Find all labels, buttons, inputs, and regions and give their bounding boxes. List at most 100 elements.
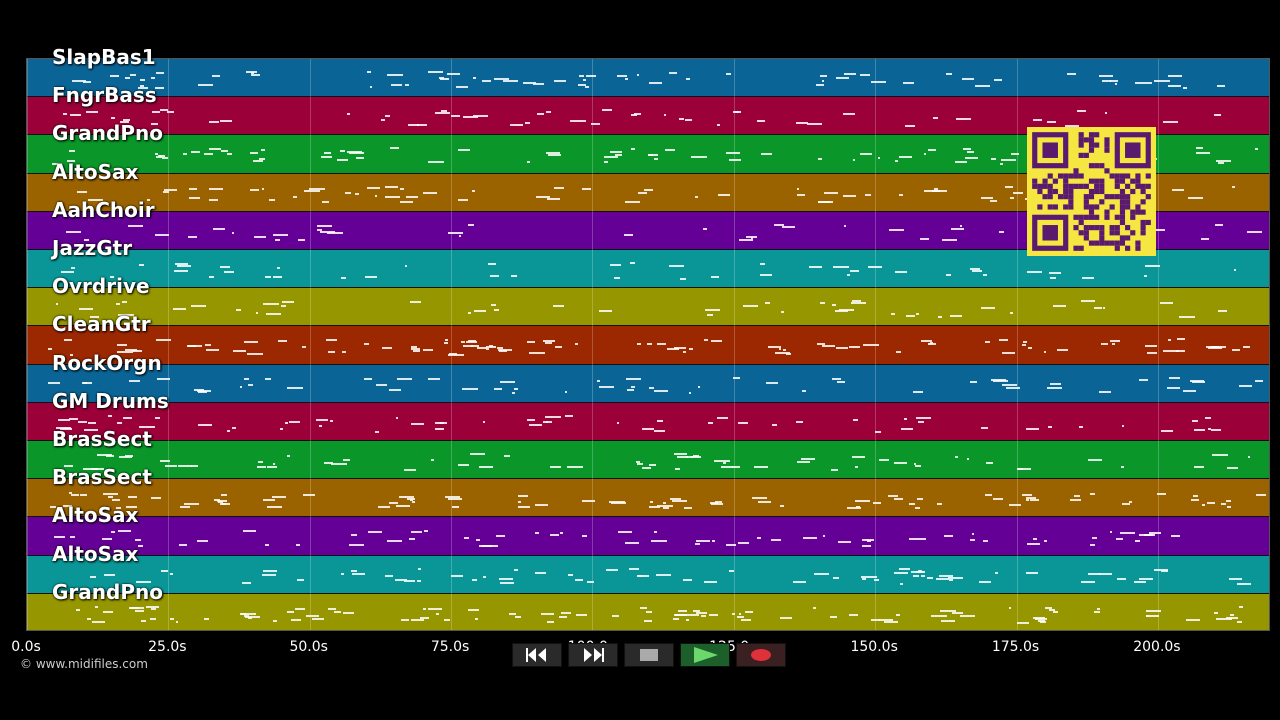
midi-note [226, 429, 230, 432]
midi-note [220, 494, 227, 497]
midi-note [647, 342, 652, 345]
midi-note [548, 153, 562, 156]
midi-note [695, 611, 707, 614]
midi-note [1035, 617, 1047, 620]
midi-note [1004, 185, 1014, 188]
midi-note [1239, 605, 1244, 608]
track-row[interactable] [27, 59, 1269, 98]
midi-note [1212, 453, 1228, 456]
midi-note [136, 580, 152, 583]
midi-note [103, 573, 115, 576]
credit-text: © www.midifiles.com [20, 657, 148, 671]
midi-note [242, 581, 252, 584]
midi-note [457, 464, 469, 467]
midi-note [1171, 535, 1181, 538]
midi-note [152, 111, 160, 114]
midi-note [84, 428, 98, 431]
track-row[interactable] [27, 402, 1269, 441]
midi-note [510, 274, 517, 277]
midi-note [838, 540, 851, 543]
track-row[interactable] [27, 555, 1269, 594]
midi-note [329, 419, 334, 422]
track-row[interactable] [27, 479, 1269, 518]
midi-note [680, 277, 686, 280]
midi-note [1183, 389, 1197, 392]
midi-note [242, 529, 256, 532]
midi-note [49, 506, 56, 509]
midi-note [673, 613, 686, 616]
midi-note [940, 620, 955, 623]
midi-note [178, 464, 193, 467]
midi-note [775, 352, 790, 355]
midi-note [312, 618, 324, 621]
midi-note [1133, 581, 1147, 584]
midi-note [895, 270, 908, 273]
track-row[interactable] [27, 288, 1269, 327]
midi-note [1110, 340, 1121, 343]
track-row[interactable] [27, 364, 1269, 403]
midi-note [198, 391, 208, 394]
midi-note [411, 500, 416, 503]
midi-note [342, 459, 350, 462]
midi-note [638, 192, 647, 195]
midi-note [1102, 306, 1105, 309]
midi-note [422, 608, 426, 611]
midi-note [991, 379, 1007, 382]
midi-note [399, 495, 407, 498]
track-row[interactable] [27, 441, 1269, 480]
fast-forward-button[interactable] [568, 643, 618, 667]
track-row[interactable] [27, 593, 1269, 630]
midi-note [546, 152, 560, 155]
play-button[interactable] [680, 643, 730, 667]
midi-note [424, 529, 429, 532]
midi-note [678, 118, 684, 121]
midi-note [274, 239, 281, 242]
midi-note [616, 74, 627, 77]
midi-note [295, 543, 300, 546]
midi-note [915, 506, 920, 509]
midi-note [388, 388, 402, 391]
midi-note [909, 538, 913, 541]
time-tick-label: 150.0s [850, 639, 898, 655]
midi-note [1134, 81, 1144, 84]
midi-note [70, 267, 75, 270]
midi-note [765, 382, 779, 385]
midi-note [601, 109, 613, 112]
midi-note [348, 544, 365, 547]
midi-note [475, 539, 480, 542]
midi-note [330, 462, 347, 465]
midi-note [1081, 276, 1095, 279]
midi-note [909, 503, 916, 506]
midi-note [998, 231, 1004, 234]
midi-note [981, 197, 993, 200]
midi-note [262, 187, 265, 190]
midi-note [276, 267, 280, 270]
stop-button[interactable] [624, 643, 674, 667]
track-row[interactable] [27, 326, 1269, 365]
midi-note [939, 574, 954, 577]
midi-note [428, 71, 444, 74]
midi-note [147, 198, 151, 201]
midi-note [1176, 349, 1185, 352]
midi-note [970, 381, 977, 384]
record-button[interactable] [736, 643, 786, 667]
midi-note [472, 76, 476, 79]
midi-note [232, 426, 236, 429]
midi-note [1218, 161, 1224, 164]
track-row[interactable] [27, 250, 1269, 289]
midi-note [1208, 346, 1222, 349]
midi-note [406, 497, 416, 500]
play-icon [694, 647, 718, 663]
midi-note [800, 457, 815, 460]
midi-note [472, 114, 489, 117]
midi-note [476, 346, 487, 349]
midi-note [1193, 495, 1199, 498]
midi-note [352, 573, 366, 576]
midi-note [205, 349, 220, 352]
rewind-button[interactable] [512, 643, 562, 667]
track-row[interactable] [27, 517, 1269, 556]
midi-note [1217, 85, 1225, 88]
midi-note [633, 113, 642, 116]
midi-note [1147, 352, 1157, 355]
midi-note [250, 74, 261, 77]
